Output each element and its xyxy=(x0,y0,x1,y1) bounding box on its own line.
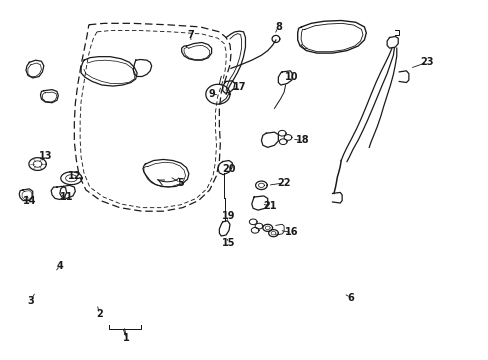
Text: 1: 1 xyxy=(122,333,129,343)
Text: 10: 10 xyxy=(285,72,298,81)
Text: 3: 3 xyxy=(27,296,34,306)
Text: 12: 12 xyxy=(67,171,81,181)
Text: 5: 5 xyxy=(177,178,183,188)
Text: 13: 13 xyxy=(39,151,52,161)
Text: 19: 19 xyxy=(222,211,235,221)
Text: 18: 18 xyxy=(295,135,309,145)
Text: 22: 22 xyxy=(277,178,290,188)
Text: 8: 8 xyxy=(274,22,281,32)
Text: 17: 17 xyxy=(232,82,246,92)
Text: 11: 11 xyxy=(60,192,73,202)
Text: 21: 21 xyxy=(263,201,276,211)
Text: 2: 2 xyxy=(96,309,102,319)
Text: 4: 4 xyxy=(56,261,63,271)
Text: 20: 20 xyxy=(222,164,235,174)
Text: 23: 23 xyxy=(420,57,433,67)
Text: 7: 7 xyxy=(186,30,193,40)
Text: 14: 14 xyxy=(22,195,36,206)
Text: 16: 16 xyxy=(285,228,298,238)
Text: 9: 9 xyxy=(208,89,215,99)
Text: 15: 15 xyxy=(222,238,235,248)
Text: 6: 6 xyxy=(347,293,353,303)
